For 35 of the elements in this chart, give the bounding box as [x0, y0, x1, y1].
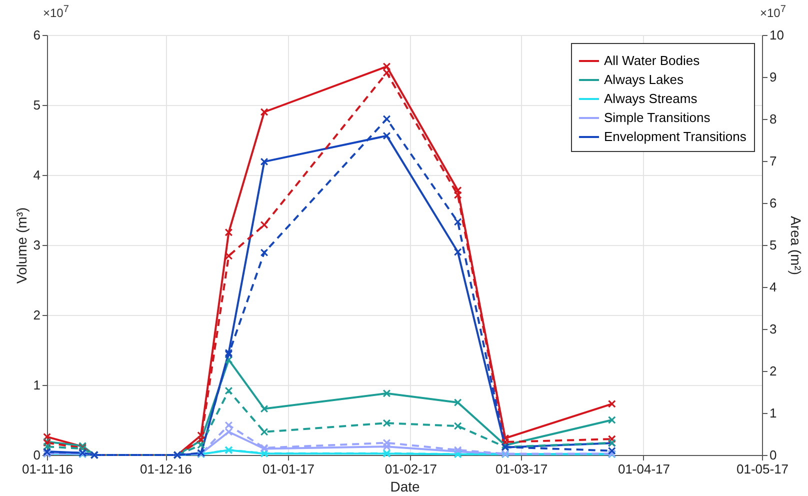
y-tick-label: 6 [33, 28, 40, 42]
y-tick-label: 5 [33, 98, 40, 112]
x-tick-label: 01-01-17 [262, 462, 314, 476]
y2-tick-label: 7 [770, 154, 777, 168]
text: ×10$^{7}$ [760, 4, 786, 20]
y2-tick-label: 5 [770, 238, 777, 252]
y-tick-label: 3 [33, 238, 40, 252]
y2-tick-label: 4 [770, 280, 777, 294]
y-axis-title: Volume (m³) [13, 207, 30, 284]
x-tick-label: 01-03-17 [496, 462, 548, 476]
legend-label: Always Lakes [604, 72, 684, 87]
legend-label: Simple Transitions [604, 110, 711, 125]
x-tick-label: 01-04-17 [618, 462, 670, 476]
y-tick-label: 0 [33, 448, 40, 462]
x-tick-label: 01-12-16 [140, 462, 192, 476]
x-tick-label: 01-11-16 [22, 462, 74, 476]
x-axis-title: Date [390, 478, 420, 494]
legend-label: Envelopment Transitions [604, 129, 747, 144]
y2-tick-label: 10 [770, 28, 784, 42]
x-tick-label: 01-02-17 [384, 462, 437, 476]
x-tick-label: 01-05-17 [736, 462, 789, 476]
y2-axis-title: Area (m²) [788, 216, 804, 276]
y-tick-label: 2 [33, 308, 40, 322]
text: ×10$^{7}$ [43, 4, 69, 20]
legend-label: Always Streams [604, 91, 698, 106]
y-tick-label: 1 [33, 378, 40, 392]
y-tick-label: 4 [33, 168, 40, 182]
y2-tick-label: 3 [770, 322, 777, 336]
y2-tick-label: 8 [770, 112, 777, 126]
y2-tick-label: 9 [770, 70, 777, 84]
y2-tick-label: 2 [770, 364, 777, 378]
y2-tick-label: 6 [770, 196, 777, 210]
y2-tick-label: 0 [770, 448, 777, 462]
legend-label: All Water Bodies [604, 53, 700, 68]
y2-tick-label: 1 [770, 406, 777, 420]
